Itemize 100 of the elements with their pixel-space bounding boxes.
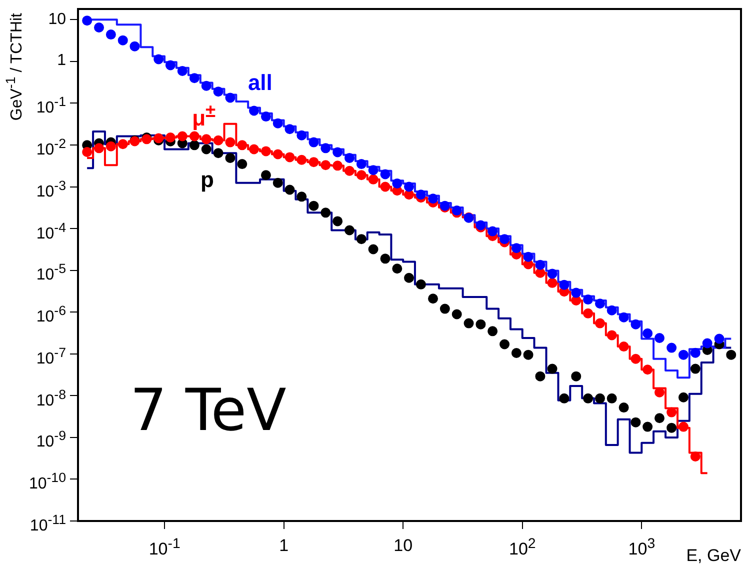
point: [726, 350, 736, 360]
point: [666, 422, 677, 433]
point: [284, 184, 295, 195]
point: [690, 451, 700, 462]
point: [237, 159, 248, 170]
y-tick-label: 10$^{-5}$: [36, 261, 66, 284]
point: [213, 148, 224, 158]
point: [547, 268, 558, 279]
point: [189, 140, 200, 150]
point: [666, 342, 677, 353]
point: [654, 387, 664, 398]
point: [296, 192, 307, 202]
y-tick-label: 10$^{-7}$: [36, 344, 66, 368]
point: [284, 124, 295, 134]
point: [284, 152, 295, 162]
point: [332, 216, 343, 226]
point: [392, 178, 402, 188]
point: [201, 144, 212, 154]
point: [452, 309, 462, 320]
point: [106, 30, 116, 40]
point: [654, 413, 664, 424]
point: [511, 348, 522, 358]
point: [237, 140, 248, 150]
point: [118, 139, 128, 150]
point: [201, 80, 212, 91]
point: [571, 288, 582, 298]
point: [296, 130, 307, 140]
point: [368, 244, 378, 254]
point: [225, 152, 236, 163]
point: [440, 304, 450, 314]
point: [296, 154, 307, 165]
y-tick-label: 10$^{-1}$: [36, 94, 66, 117]
point: [165, 60, 176, 70]
point: [189, 73, 200, 84]
point: [571, 371, 582, 382]
y-tick-label: 10$^{-10}$: [28, 470, 66, 493]
point: [260, 112, 271, 122]
point: [606, 393, 617, 404]
point: [260, 170, 271, 180]
x-tick-label: 1: [279, 536, 289, 555]
x-tick-label: 10: [394, 536, 413, 555]
point: [500, 234, 510, 244]
point: [368, 174, 378, 184]
y-tick-label: 10$^{-4}$: [36, 220, 66, 242]
point: [523, 252, 534, 262]
point: [118, 35, 128, 46]
point: [678, 392, 688, 402]
y-tick-label: 1: [57, 52, 66, 70]
point: [547, 364, 558, 374]
point: [272, 118, 283, 128]
point: [690, 348, 700, 358]
x-tick-label: 10$^{3}$: [628, 536, 656, 559]
annotation: all: [248, 70, 272, 96]
x-tick-label: 10$^{-1}$: [148, 536, 180, 559]
point: [559, 393, 570, 404]
point: [583, 294, 594, 305]
annotation: 7 TeV: [130, 376, 286, 444]
point: [654, 333, 664, 344]
point: [642, 364, 653, 375]
y-tick-label: 10$^{-6}$: [36, 303, 66, 326]
point: [642, 422, 653, 432]
x-tick-label: 10$^{2}$: [509, 536, 536, 559]
point: [249, 144, 260, 154]
point: [344, 152, 354, 163]
point: [320, 160, 331, 170]
point: [130, 41, 140, 52]
point: [213, 86, 224, 97]
x-axis-title: E, GeV: [686, 546, 741, 565]
point: [404, 182, 414, 192]
point: [380, 254, 390, 264]
point: [392, 264, 402, 274]
point: [106, 141, 116, 152]
point: [476, 319, 486, 330]
point: [666, 407, 677, 418]
point: [559, 280, 570, 290]
point: [201, 134, 212, 144]
point: [630, 319, 641, 330]
point: [630, 417, 641, 428]
point: [225, 92, 236, 103]
y-tick-label: 10$^{-9}$: [36, 428, 66, 451]
point: [618, 342, 629, 352]
point: [94, 143, 104, 154]
point: [618, 312, 629, 322]
point: [332, 147, 343, 158]
point: [404, 272, 414, 283]
point: [249, 106, 260, 116]
annotation: p: [200, 167, 214, 192]
y-tick-label: 10$^{-8}$: [36, 386, 66, 409]
point: [356, 170, 366, 180]
point: [272, 149, 283, 160]
point: [500, 339, 510, 350]
point: [82, 146, 92, 157]
point: [488, 226, 498, 236]
point: [154, 54, 164, 64]
point: [583, 393, 594, 404]
point: [308, 157, 319, 168]
point: [416, 279, 426, 290]
point: [380, 182, 390, 192]
point: [547, 278, 558, 288]
point: [416, 190, 426, 200]
